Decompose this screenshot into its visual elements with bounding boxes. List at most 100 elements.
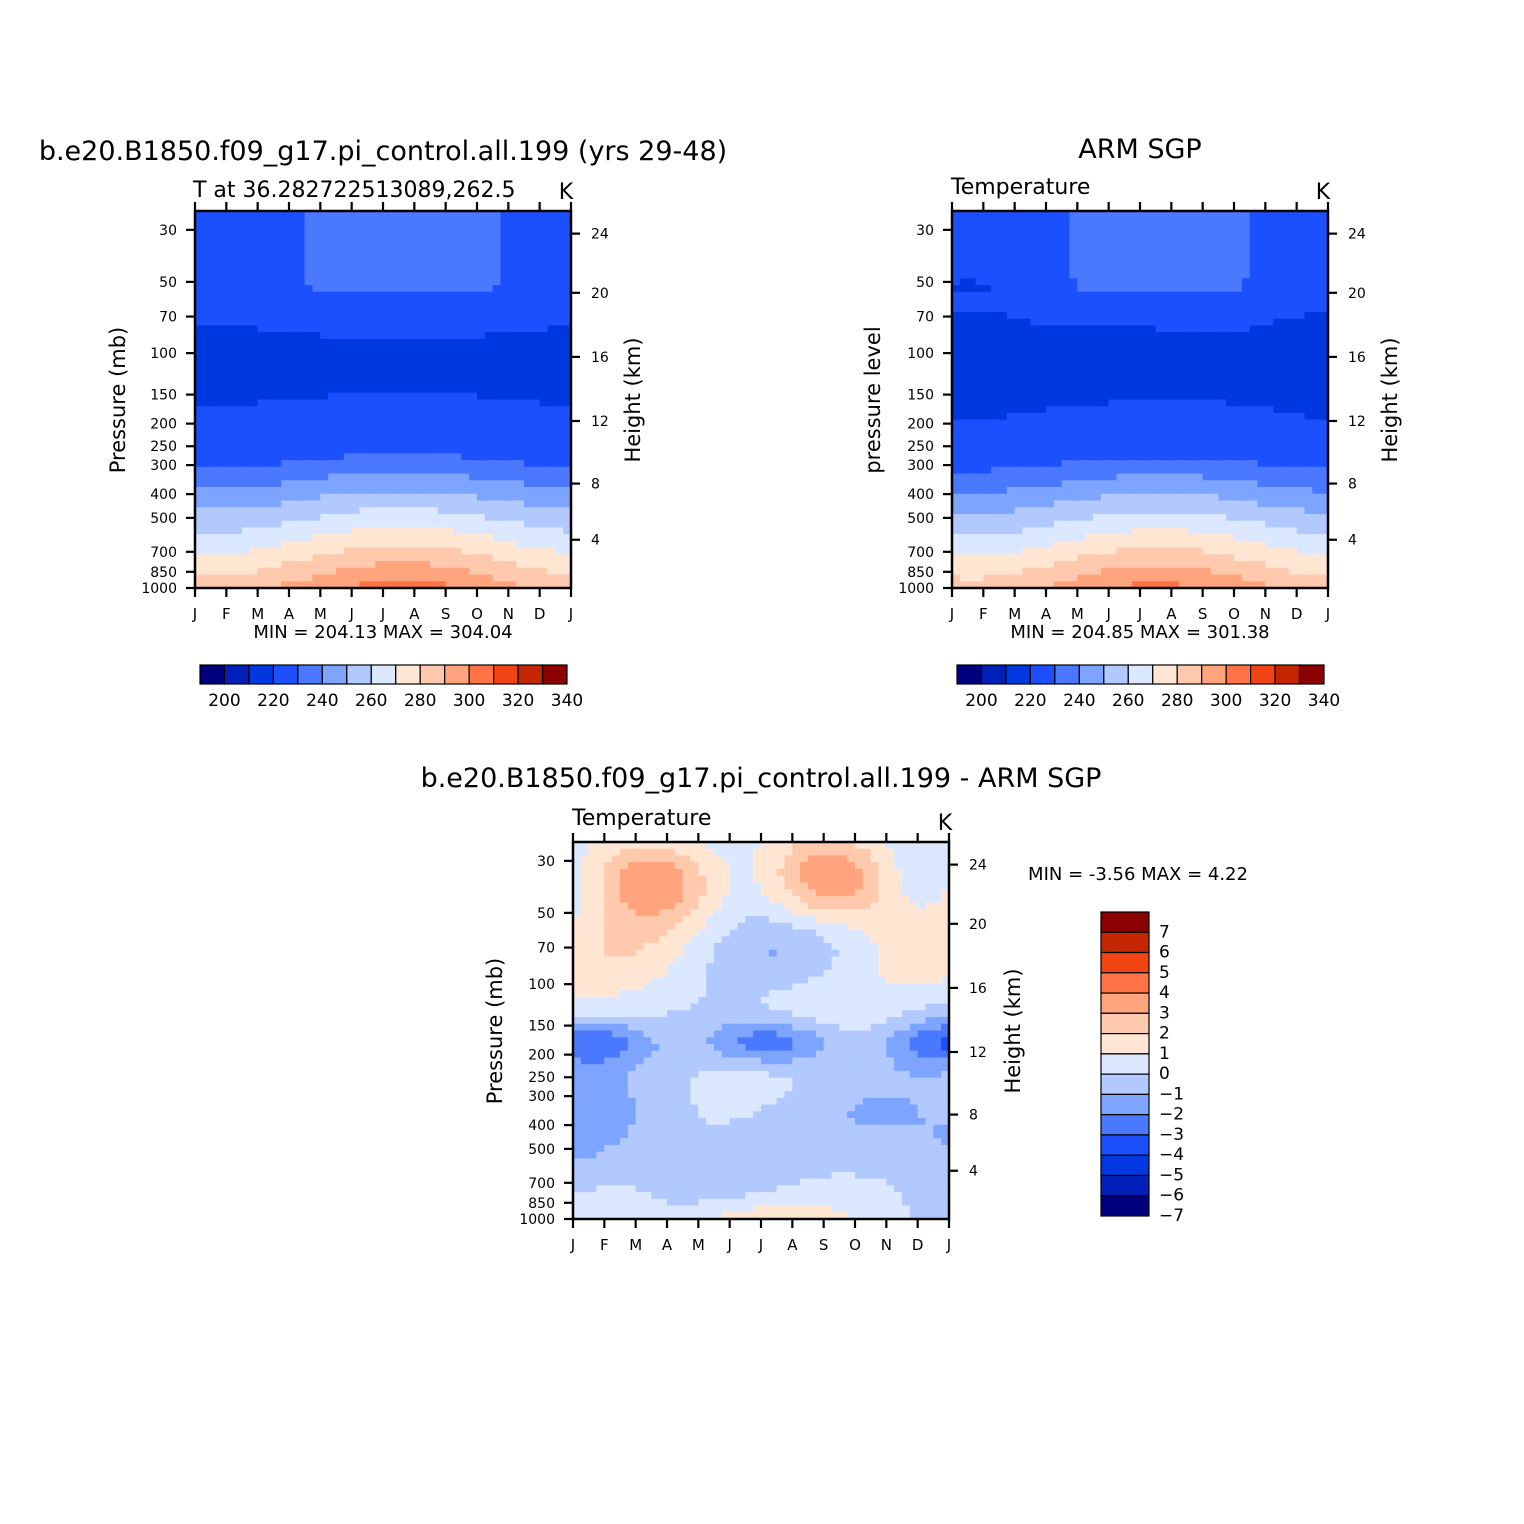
contour-cell [469, 581, 478, 589]
contour-cell [281, 581, 290, 589]
contour-cell [1132, 487, 1141, 495]
contour-cell [1046, 237, 1055, 246]
contour-cell [1085, 352, 1094, 360]
contour-cell [1226, 460, 1235, 468]
contour-cell [1171, 244, 1180, 252]
contour-cell [563, 345, 572, 353]
contour-cell [390, 359, 400, 367]
contour-cell [257, 251, 267, 259]
contour-cell [1234, 419, 1243, 428]
contour-cell [437, 466, 447, 475]
contour-cell [437, 264, 447, 273]
contour-cell [1046, 311, 1055, 320]
contour-cell [477, 439, 486, 448]
contour-cell [492, 298, 502, 306]
contour-cell [336, 453, 345, 461]
contour-cell [210, 291, 220, 300]
contour-cell [500, 278, 509, 286]
colorbar-swatch [444, 664, 470, 685]
contour-cell [959, 379, 969, 387]
contour-cell [1061, 244, 1071, 252]
contour-cell [531, 224, 541, 232]
contour-cell [1053, 487, 1063, 495]
contour-cell [1202, 258, 1212, 266]
contour-cell [281, 285, 290, 293]
contour-cell [1108, 237, 1118, 246]
contour-cell [1038, 372, 1047, 380]
contour-cell [437, 493, 447, 502]
contour-cell [359, 567, 368, 576]
x-tick-label: J [348, 605, 353, 623]
contour-cell [1132, 453, 1141, 461]
contour-cell [469, 567, 478, 576]
contour-cell [289, 406, 298, 414]
contour-cell [383, 527, 392, 535]
contour-cell [1163, 433, 1172, 441]
contour-cell [1132, 291, 1141, 300]
contour-cell [367, 460, 376, 468]
contour-cell [1053, 460, 1063, 468]
contour-cell [1171, 399, 1180, 407]
contour-cell [477, 480, 486, 488]
contour-cell [398, 547, 408, 555]
contour-cell [999, 426, 1008, 434]
contour-cell [453, 493, 462, 502]
contour-cell [304, 527, 314, 535]
contour-cell [959, 540, 969, 549]
contour-cell [312, 379, 321, 387]
contour-cell [539, 513, 549, 522]
contour-cell [1241, 439, 1251, 448]
contour-cell [1194, 392, 1204, 401]
contour-cell [1100, 567, 1110, 576]
contour-cell [531, 534, 541, 542]
contour-cell [226, 406, 235, 414]
contour-cell [367, 278, 376, 286]
contour-cell [281, 392, 290, 401]
contour-cell [210, 534, 220, 542]
contour-cell [492, 237, 502, 246]
contour-cell [1171, 392, 1180, 401]
x-tick-label: M [314, 605, 327, 623]
contour-cell [469, 412, 478, 421]
contour-cell [1014, 493, 1024, 502]
contour-cell [1069, 567, 1078, 576]
contour-cell [1147, 305, 1157, 313]
contour-cell [500, 581, 509, 589]
contour-cell [983, 311, 992, 320]
contour-cell [273, 211, 282, 219]
contour-cell [967, 540, 977, 549]
contour-cell [257, 453, 267, 461]
contour-cell [500, 345, 509, 353]
contour-cell [289, 298, 298, 306]
contour-cell [430, 345, 439, 353]
contour-cell [273, 487, 282, 495]
contour-cell [359, 466, 368, 475]
contour-cell [226, 332, 235, 340]
y-tick-label: 150 [150, 388, 177, 404]
contour-cell [406, 264, 415, 273]
contour-cell [336, 251, 345, 259]
contour-cell [1046, 211, 1055, 219]
contour-cell [967, 352, 977, 360]
contour-cell [1226, 466, 1235, 475]
contour-cell [281, 446, 290, 454]
contour-cell [210, 379, 220, 387]
contour-cell [1006, 217, 1016, 226]
contour-cell [383, 285, 392, 293]
contour-cell [1140, 345, 1149, 353]
contour-cell [265, 574, 274, 582]
contour-cell [249, 513, 259, 522]
contour-cell [1124, 581, 1133, 589]
contour-cell [414, 473, 423, 481]
contour-cell [1218, 433, 1227, 441]
contour-cell [1108, 392, 1118, 401]
contour-cell [359, 513, 368, 522]
contour-cell [563, 365, 572, 374]
contour-cell [257, 540, 267, 549]
contour-cell [1234, 487, 1243, 495]
contour-cell [249, 386, 259, 394]
contour-cell [461, 379, 470, 387]
contour-cell [1077, 554, 1086, 562]
contour-cell [967, 527, 977, 535]
contour-cell [1116, 285, 1125, 293]
